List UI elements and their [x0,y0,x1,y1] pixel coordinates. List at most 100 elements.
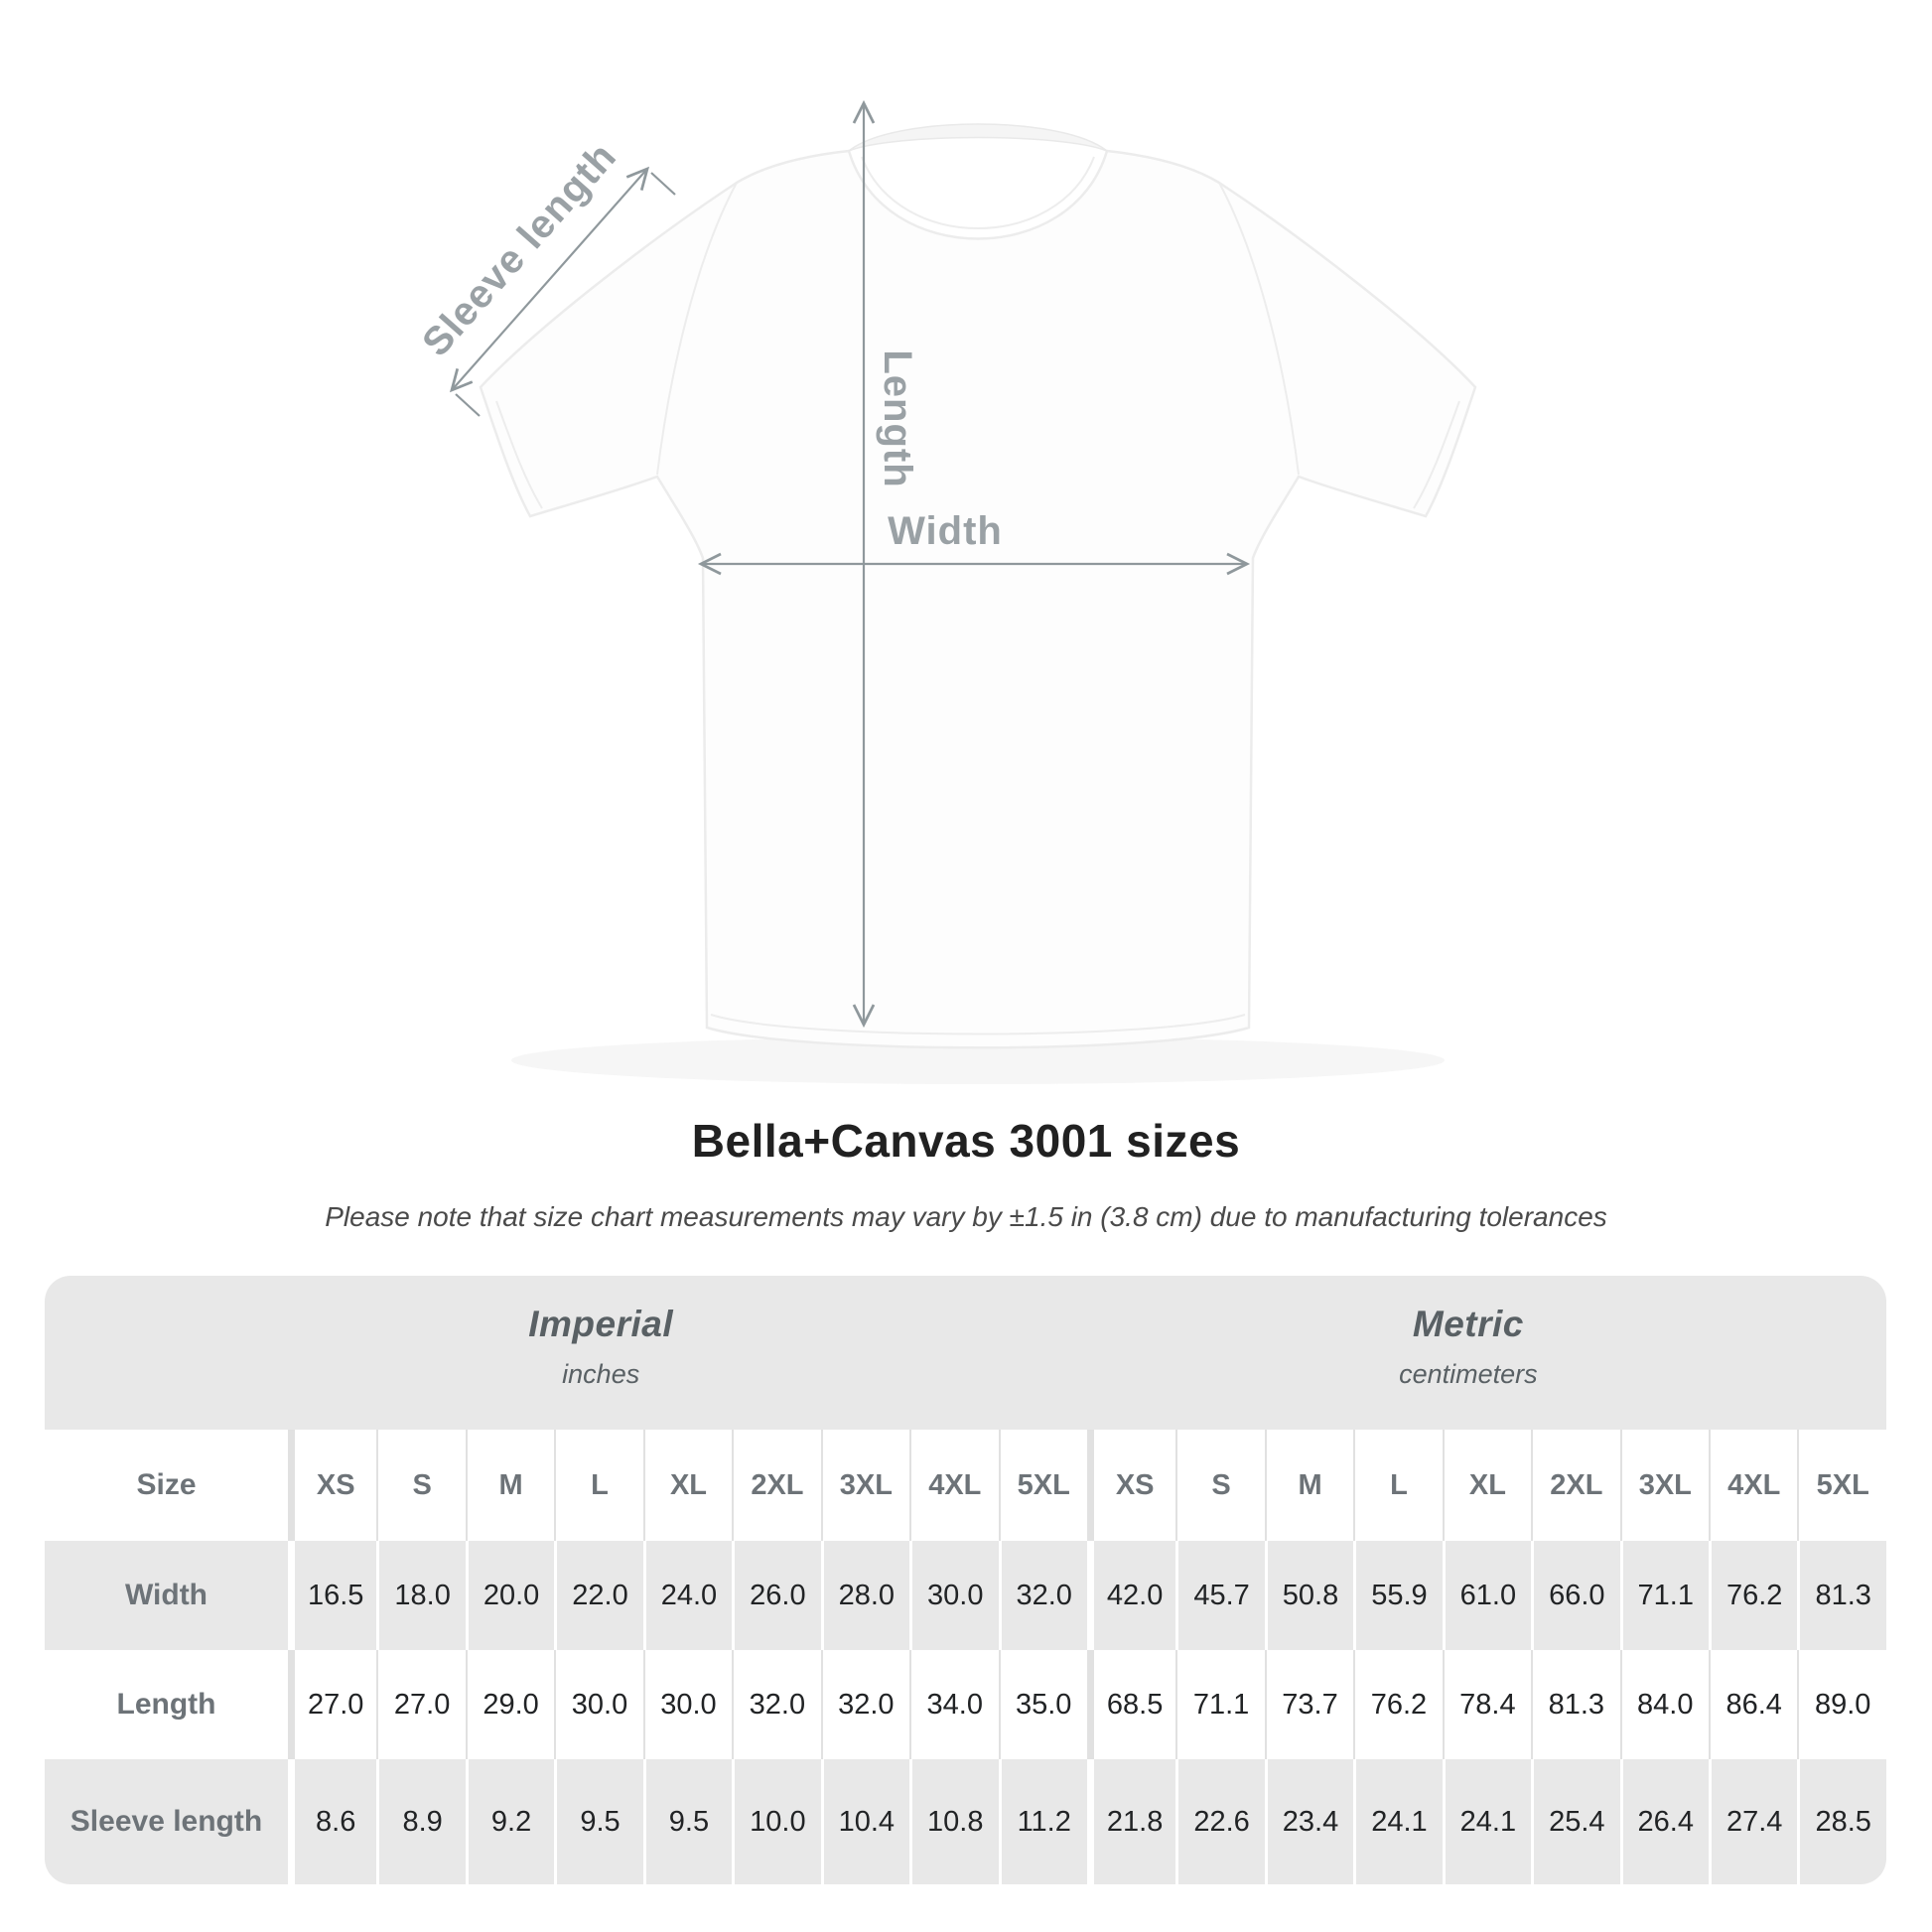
size-table-body: Size XS S M L XL 2XL 3XL 4XL 5XL XS S M L XL 2XL 3XL 4XL 5… [45,1430,1886,1884]
size-header-metric-xs: XS [1086,1430,1176,1541]
shirt-shadow [511,1036,1445,1084]
size-header-imperial-xs: XS [288,1430,377,1541]
page-title: Bella+Canvas 3001 sizes [691,1115,1241,1167]
length-imperial-s: 27.0 [376,1650,466,1759]
length-metric-s: 71.1 [1175,1650,1265,1759]
size-header-metric-3xl: 3XL [1619,1430,1709,1541]
width-metric-xl: 61.0 [1442,1541,1532,1650]
tshirt-measurement-diagram: Sleeve length Length Width [414,99,1477,1084]
length-imperial-xs: 27.0 [288,1650,377,1759]
metric-group-label: Metric [1412,1304,1524,1344]
size-header-metric-s: S [1175,1430,1265,1541]
sleeve-length-imperial-3xl: 10.4 [820,1759,910,1884]
width-imperial-5xl: 32.0 [998,1541,1087,1650]
sleeve-length-metric-5xl: 28.5 [1797,1759,1886,1884]
sleeve-length-arrow [449,166,650,393]
length-imperial-3xl: 32.0 [820,1650,910,1759]
size-header-metric-m: M [1264,1430,1354,1541]
sleeve-length-imperial-4xl: 10.8 [909,1759,999,1884]
width-imperial-4xl: 30.0 [909,1541,999,1650]
size-header-imperial-3xl: 3XL [820,1430,910,1541]
sleeve-length-metric-3xl: 26.4 [1619,1759,1709,1884]
width-metric-m: 50.8 [1264,1541,1354,1650]
width-metric-xs: 42.0 [1086,1541,1176,1650]
width-metric-5xl: 81.3 [1797,1541,1886,1650]
length-label: Length [876,349,919,487]
width-imperial-3xl: 28.0 [820,1541,910,1650]
width-metric-l: 55.9 [1353,1541,1443,1650]
row-label-length: Length [45,1650,288,1759]
width-imperial-l: 22.0 [554,1541,643,1650]
sleeve-length-metric-s: 22.6 [1175,1759,1265,1884]
length-metric-4xl: 86.4 [1709,1650,1798,1759]
size-header-imperial-4xl: 4XL [909,1430,999,1541]
sleeve-length-imperial-s: 8.9 [376,1759,466,1884]
size-chart: Imperial inches Metric centimeters Size X… [45,1276,1886,1884]
width-label: Width [888,509,1003,553]
size-header-imperial-2xl: 2XL [732,1430,821,1541]
sleeve-length-imperial-l: 9.5 [554,1759,643,1884]
measurement-row-sleeve-length: Sleeve length 8.6 8.9 9.2 9.5 9.5 10.0 10.4 10.8… [45,1759,1886,1884]
width-metric-4xl: 76.2 [1709,1541,1798,1650]
sleeve-arrow-stub-top [650,172,676,196]
tshirt-graphic [479,123,1477,1049]
width-imperial-s: 18.0 [376,1541,466,1650]
imperial-group-unit: inches [562,1359,640,1389]
size-header-metric-5xl: 5XL [1797,1430,1886,1541]
size-header-imperial-5xl: 5XL [998,1430,1087,1541]
width-metric-s: 45.7 [1175,1541,1265,1650]
size-header-imperial-s: S [376,1430,466,1541]
metric-group-unit: centimeters [1399,1359,1538,1389]
sleeve-length-metric-l: 24.1 [1353,1759,1443,1884]
measurement-row-width: Width 16.5 18.0 20.0 22.0 24.0 26.0 28.0 30.0 32.… [45,1541,1886,1650]
row-label-sleeve-length: Sleeve length [45,1759,288,1884]
width-imperial-2xl: 26.0 [732,1541,821,1650]
sleeve-length-imperial-2xl: 10.0 [732,1759,821,1884]
sleeve-length-metric-m: 23.4 [1264,1759,1354,1884]
sleeve-length-metric-xl: 24.1 [1442,1759,1532,1884]
measurement-row-length: Length 27.0 27.0 29.0 30.0 30.0 32.0 32.0 34.0 35… [45,1650,1886,1759]
sleeve-length-imperial-xl: 9.5 [642,1759,733,1884]
sleeve-length-imperial-xs: 8.6 [288,1759,377,1884]
size-header-metric-2xl: 2XL [1531,1430,1620,1541]
length-metric-xl: 78.4 [1442,1650,1532,1759]
width-imperial-m: 20.0 [465,1541,555,1650]
length-imperial-m: 29.0 [465,1650,555,1759]
width-metric-2xl: 66.0 [1531,1541,1620,1650]
unit-group-band: Imperial inches Metric centimeters [45,1276,1886,1430]
size-column-header: Size [45,1430,288,1541]
imperial-group-label: Imperial [528,1304,674,1344]
sleeve-length-metric-xs: 21.8 [1086,1759,1176,1884]
length-metric-m: 73.7 [1264,1650,1354,1759]
size-header-row: Size XS S M L XL 2XL 3XL 4XL 5XL XS S M L XL 2XL 3XL 4XL 5… [45,1430,1886,1541]
size-header-metric-l: L [1353,1430,1443,1541]
size-header-metric-4xl: 4XL [1709,1430,1798,1541]
imperial-group-header: Imperial inches [528,1304,673,1390]
length-imperial-xl: 30.0 [642,1650,733,1759]
size-table: Size XS S M L XL 2XL 3XL 4XL 5XL XS S M L XL 2XL 3XL 4XL 5… [45,1430,1886,1884]
width-metric-3xl: 71.1 [1619,1541,1709,1650]
metric-group-header: Metric centimeters [1399,1304,1538,1390]
sleeve-length-metric-4xl: 27.4 [1709,1759,1798,1884]
sleeve-arrow-stub-bottom [455,393,481,417]
length-metric-2xl: 81.3 [1531,1650,1620,1759]
width-imperial-xl: 24.0 [642,1541,733,1650]
length-imperial-l: 30.0 [554,1650,643,1759]
length-metric-xs: 68.5 [1086,1650,1176,1759]
row-label-width: Width [45,1541,288,1650]
length-imperial-2xl: 32.0 [732,1650,821,1759]
size-header-imperial-l: L [554,1430,643,1541]
tolerance-note: Please note that size chart measurements… [325,1201,1607,1232]
size-header-metric-xl: XL [1442,1430,1532,1541]
length-metric-3xl: 84.0 [1619,1650,1709,1759]
length-metric-5xl: 89.0 [1797,1650,1886,1759]
sleeve-length-metric-2xl: 25.4 [1531,1759,1620,1884]
size-header-imperial-m: M [465,1430,555,1541]
length-imperial-5xl: 35.0 [998,1650,1087,1759]
sleeve-length-imperial-5xl: 11.2 [998,1759,1087,1884]
width-imperial-xs: 16.5 [288,1541,377,1650]
size-header-imperial-xl: XL [642,1430,733,1541]
length-metric-l: 76.2 [1353,1650,1443,1759]
length-imperial-4xl: 34.0 [909,1650,999,1759]
